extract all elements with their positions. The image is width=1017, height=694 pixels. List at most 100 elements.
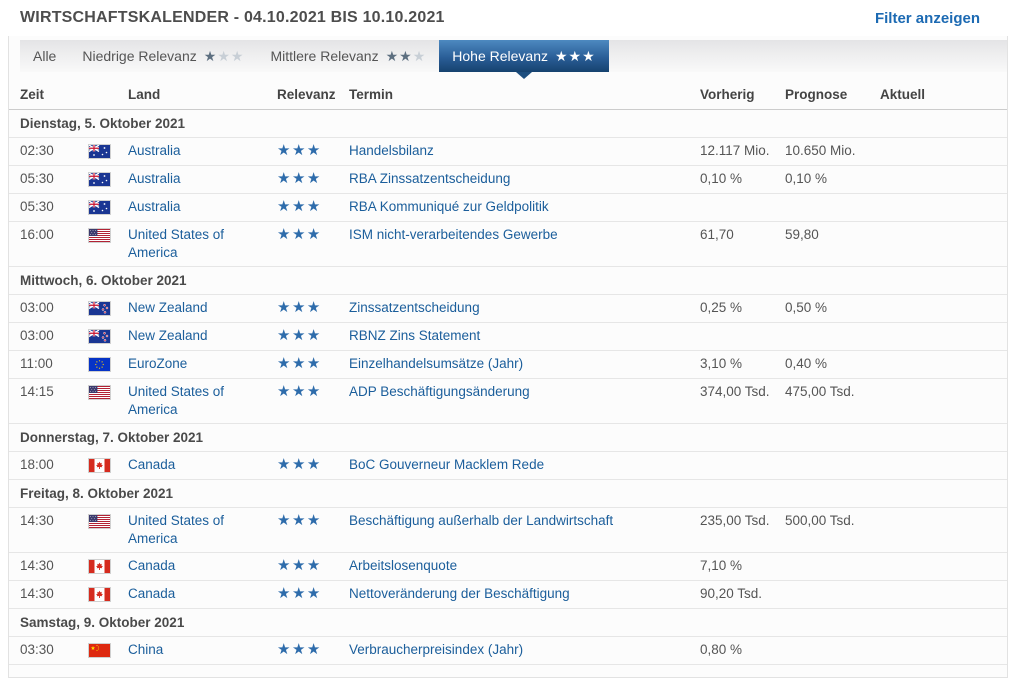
country-cell: EuroZone — [128, 355, 277, 373]
previous-value: 12.117 Mio. — [700, 143, 770, 158]
forecast-value — [785, 327, 880, 345]
tab-label: Niedrige Relevanz — [82, 48, 197, 64]
previous-value: 7,10 % — [700, 558, 743, 573]
relevance-stars: ★★★ — [277, 512, 322, 529]
event-cell: RBA Kommuniqué zur Geldpolitik — [349, 198, 700, 216]
flag-cell — [88, 512, 128, 530]
country-link[interactable]: New Zealand — [128, 300, 208, 315]
filter-toggle-link[interactable]: Filter anzeigen — [874, 9, 980, 27]
event-time: 14:30 — [20, 558, 54, 573]
country-link[interactable]: United States of America — [128, 513, 225, 546]
relevance-stars: ★★★ — [277, 170, 322, 187]
actual-value — [880, 226, 1007, 244]
country-link[interactable]: Canada — [128, 586, 176, 601]
event-link[interactable]: Nettoveränderung der Beschäftigung — [349, 586, 570, 601]
previous-value: 374,00 Tsd. — [700, 384, 770, 399]
event-time: 14:30 — [20, 586, 54, 601]
table-row: 14:30 Canada ★★★ Arbeitslosenquote 7,10 % — [9, 553, 1007, 581]
relevance-stars: ★★★ — [277, 557, 322, 574]
relevance-stars: ★★★ — [277, 226, 322, 243]
actual-value — [880, 327, 1007, 345]
flag-cell — [88, 299, 128, 317]
actual-value — [880, 142, 1007, 160]
relevance-stars: ★★★ — [277, 355, 322, 372]
day-header: Mittwoch, 6. Oktober 2021 — [9, 267, 1007, 295]
event-link[interactable]: Einzelhandelsumsätze (Jahr) — [349, 356, 524, 371]
tab-niedrige-relevanz[interactable]: Niedrige Relevanz ★★★ — [69, 40, 257, 72]
star-filled-icon: ★★★ — [555, 47, 596, 64]
flag-new-zealand-icon — [88, 301, 111, 316]
event-link[interactable]: ISM nicht-verarbeitendes Gewerbe — [349, 227, 558, 242]
event-link[interactable]: Handelsbilanz — [349, 143, 434, 158]
flag-united-states-icon — [88, 385, 111, 400]
table-row: 05:30 Australia ★★★ RBA Zinssatzentscheidun… — [9, 166, 1007, 194]
flag-cell — [88, 456, 128, 474]
forecast-value — [785, 456, 880, 474]
table-row: 16:00 United States of America ★★★ ISM nich… — [9, 222, 1007, 267]
event-link[interactable]: Zinssatzentscheidung — [349, 300, 480, 315]
event-link[interactable]: Verbraucherpreisindex (Jahr) — [349, 642, 524, 657]
flag-canada-icon — [88, 458, 111, 473]
event-cell: ISM nicht-verarbeitendes Gewerbe — [349, 226, 700, 244]
country-link[interactable]: Canada — [128, 558, 176, 573]
day-header: Freitag, 8. Oktober 2021 — [9, 480, 1007, 508]
actual-value — [880, 641, 1007, 659]
previous-value: 61,70 — [700, 227, 734, 242]
forecast-value: 0,50 % — [785, 300, 828, 315]
event-link[interactable]: RBA Zinssatzentscheidung — [349, 171, 511, 186]
tab-hohe-relevanz[interactable]: Hohe Relevanz ★★★ — [439, 40, 609, 79]
event-link[interactable]: ADP Beschäftigungsänderung — [349, 384, 530, 399]
forecast-value: 0,40 % — [785, 356, 828, 371]
country-link[interactable]: Australia — [128, 143, 181, 158]
relevance-stars-icon: ★★★ — [386, 48, 427, 65]
previous-value: 3,10 % — [700, 356, 743, 371]
country-link[interactable]: China — [128, 642, 164, 657]
country-cell: New Zealand — [128, 299, 277, 317]
flag-cell — [88, 226, 128, 244]
star-empty-icon: ★★ — [217, 47, 245, 64]
day-header: Samstag, 9. Oktober 2021 — [9, 609, 1007, 637]
event-cell: Einzelhandelsumsätze (Jahr) — [349, 355, 700, 373]
star-empty-icon: ★ — [412, 47, 427, 64]
country-link[interactable]: Canada — [128, 457, 176, 472]
event-cell: Zinssatzentscheidung — [349, 299, 700, 317]
forecast-value — [785, 641, 880, 659]
country-link[interactable]: United States of America — [128, 384, 225, 417]
previous-value — [700, 198, 785, 216]
country-cell: Canada — [128, 456, 277, 474]
tab-bar: Alle Niedrige Relevanz ★★★ Mittlere Relevan… — [20, 40, 1007, 79]
event-link[interactable]: Beschäftigung außerhalb der Landwirtscha… — [349, 513, 614, 528]
flag-cell — [88, 327, 128, 345]
actual-value — [880, 456, 1007, 474]
forecast-value — [785, 585, 880, 603]
country-link[interactable]: New Zealand — [128, 328, 208, 343]
day-header: Dienstag, 5. Oktober 2021 — [9, 110, 1007, 138]
column-header-termin: Termin — [349, 87, 394, 102]
flag-cell — [88, 198, 128, 216]
country-cell: Australia — [128, 142, 277, 160]
country-link[interactable]: Australia — [128, 199, 181, 214]
relevance-stars-icon: ★★★ — [204, 48, 245, 65]
country-link[interactable]: EuroZone — [128, 356, 188, 371]
event-link[interactable]: Arbeitslosenquote — [349, 558, 458, 573]
actual-value — [880, 355, 1007, 373]
event-link[interactable]: RBA Kommuniqué zur Geldpolitik — [349, 199, 549, 214]
event-link[interactable]: RBNZ Zins Statement — [349, 328, 481, 343]
forecast-value: 10.650 Mio. — [785, 143, 856, 158]
event-time: 02:30 — [20, 143, 54, 158]
country-link[interactable]: Australia — [128, 171, 181, 186]
flag-cell — [88, 557, 128, 575]
event-link[interactable]: BoC Gouverneur Macklem Rede — [349, 457, 545, 472]
relevance-stars: ★★★ — [277, 299, 322, 316]
page-title: WIRTSCHAFTSKALENDER - 04.10.2021 BIS 10.… — [20, 9, 445, 26]
tab-alle[interactable]: Alle — [20, 40, 69, 72]
country-cell: Australia — [128, 170, 277, 188]
country-link[interactable]: United States of America — [128, 227, 225, 260]
tab-mittlere-relevanz[interactable]: Mittlere Relevanz ★★★ — [257, 40, 439, 72]
table-body: Dienstag, 5. Oktober 2021 02:30 Australia ★… — [9, 110, 1007, 665]
flag-australia-icon — [88, 144, 111, 159]
forecast-value: 500,00 Tsd. — [785, 513, 855, 528]
country-cell: Canada — [128, 557, 277, 575]
column-header-vorherig: Vorherig — [700, 87, 755, 102]
flag-canada-icon — [88, 559, 111, 574]
